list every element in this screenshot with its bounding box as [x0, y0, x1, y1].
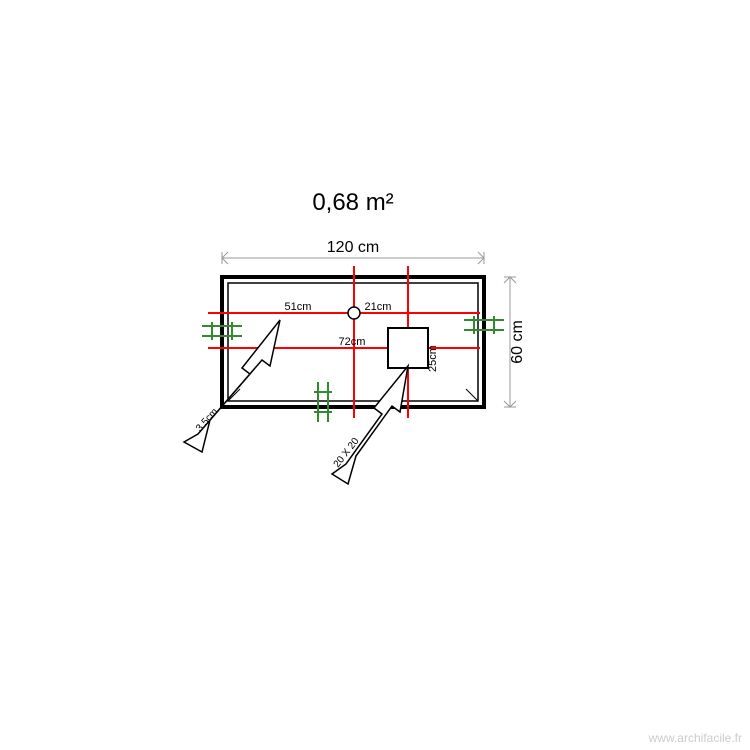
anno-72: 72cm — [339, 336, 366, 348]
cutout-square — [388, 328, 428, 368]
dim-width-label: 120 cm — [327, 239, 379, 256]
anno-25: 25cm — [427, 345, 439, 372]
dim-right: 60 cm — [504, 277, 526, 407]
watermark: www.archifacile.fr — [648, 731, 742, 745]
dim-top: 120 cm — [222, 239, 484, 264]
anno-21: 21cm — [365, 301, 392, 313]
dim-height-label: 60 cm — [509, 320, 526, 364]
floorplan-diagram: 0,68 m² 120 cm 60 cm — [0, 0, 750, 750]
hole-circle — [348, 307, 360, 319]
area-label: 0,68 m² — [312, 189, 393, 216]
anno-51: 51cm — [285, 301, 312, 313]
